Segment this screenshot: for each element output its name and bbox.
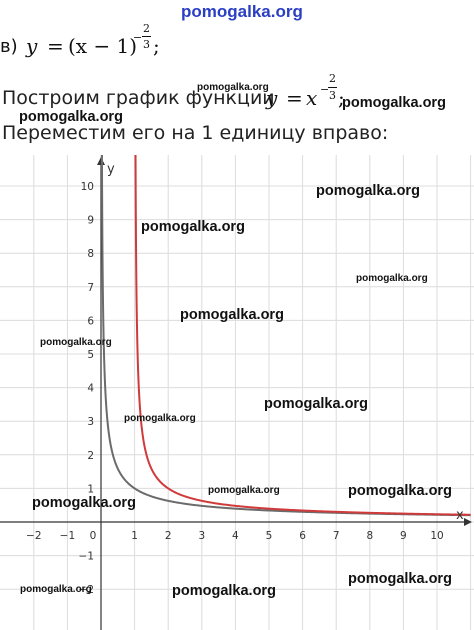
y-tick-label: 6 [87,315,94,327]
task-end: ; [153,34,160,58]
y-tick-label: 2 [87,450,94,462]
watermark: pomogalka.org [19,109,123,125]
watermark: pomogalka.org [124,413,196,424]
y-axis-label: y [107,162,115,177]
watermark: pomogalka.org [40,337,112,348]
x-axis-label: x [456,508,464,523]
task-base: (x − 1) [68,34,138,58]
step1-base: x [306,86,318,110]
curves [100,155,471,517]
step1-text: Построим график функции [2,87,275,109]
watermark: pomogalka.org [197,82,269,93]
axes [0,157,472,630]
watermark: pomogalka.org [348,571,452,587]
step2-text: Переместим его на 1 единицу вправо: [2,122,389,144]
x-tick-label: 10 [430,530,443,542]
step1-exp-sign: − [320,83,330,96]
watermark: pomogalka.org [356,273,428,284]
y-tick-label: 7 [87,282,94,294]
task-lhs: y [26,34,38,58]
x-tick-label: 4 [232,530,239,542]
task-exp-den: 3 [143,38,150,51]
watermark: pomogalka.org [32,495,136,511]
task-frac-bar [142,36,151,37]
watermark: pomogalka.org [208,485,280,496]
step1-end: ; [338,86,345,110]
tick-labels: −2 −1 0 1 2 3 4 5 6 7 8 9 10 −2 −1 1 2 3 4 5 6 7 8 9 10 [26,181,444,596]
step1-frac-bar [328,87,337,88]
x-tick-label: 3 [198,530,205,542]
curve-shifted-function [134,155,471,516]
y-tick-label: 5 [87,349,94,361]
task-eq: = [47,34,64,58]
y-tick-label: 3 [87,416,94,428]
x-tick-label: 6 [299,530,306,542]
step1-exp-num: 2 [329,72,336,85]
watermark: pomogalka.org [342,95,446,111]
y-tick-label: 4 [87,383,94,395]
function-graph: −2 −1 0 1 2 3 4 5 6 7 8 9 10 −2 −1 1 2 3 4 5 6 7 8 9 10 x y [0,155,474,630]
y-tick-label: −1 [79,551,94,563]
x-tick-label: 9 [400,530,407,542]
x-tick-label: 2 [165,530,172,542]
header-watermark: pomogalka.org [181,2,303,21]
x-tick-label: 5 [266,530,273,542]
step1-exp-den: 3 [329,89,336,102]
x-tick-label: 1 [131,530,138,542]
task-exp-sign: − [133,31,143,44]
watermark: pomogalka.org [348,483,452,499]
y-tick-label: 9 [87,215,94,227]
x-tick-label: 8 [366,530,373,542]
y-tick-label: 1 [87,483,94,495]
x-tick-label: 7 [333,530,340,542]
watermark: pomogalka.org [316,183,420,199]
x-tick-label: −1 [60,530,75,542]
x-tick-label: 0 [90,530,97,542]
watermark: pomogalka.org [141,219,245,235]
y-tick-label: −2 [79,584,94,596]
x-tick-label: −2 [26,530,41,542]
step1-lhs: y [266,86,278,110]
step1-eq: = [286,86,303,110]
x-axis-arrow [464,518,472,526]
y-tick-label: 10 [81,181,94,193]
watermark: pomogalka.org [172,583,276,599]
watermark-extra: pomogalka.org [20,584,92,595]
watermark: pomogalka.org [180,307,284,323]
task-label: в) [0,36,18,57]
task-exp-num: 2 [143,22,150,35]
watermark: pomogalka.org [264,396,368,412]
y-tick-label: 8 [87,248,94,260]
curve-base-function [100,155,471,517]
